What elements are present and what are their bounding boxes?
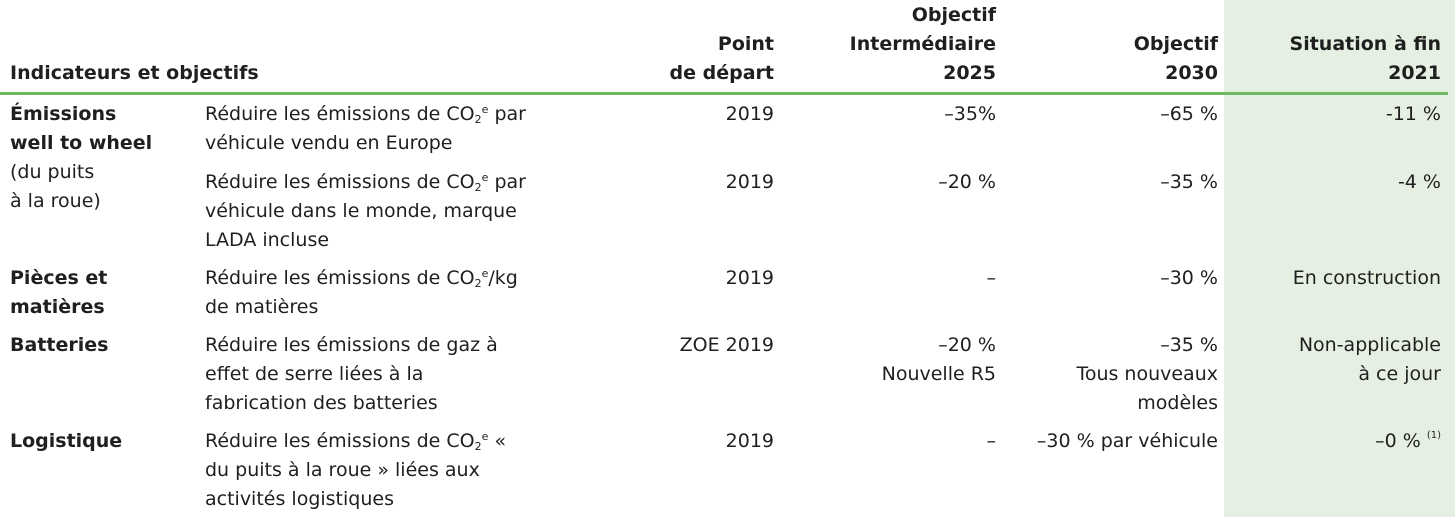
objective-description: Réduire les émissions de gaz à [205, 334, 498, 356]
objective-description: fabrication des batteries [205, 392, 438, 414]
category-label: Logistique [10, 430, 123, 452]
category-label: well to wheel [10, 132, 153, 154]
interim-target-note: Nouvelle R5 [881, 363, 996, 385]
start-value: 2019 [725, 103, 774, 125]
objective-description: Réduire les émissions de CO2e par [205, 171, 526, 194]
category-label: Batteries [10, 334, 109, 356]
interim-target: –35% [944, 103, 996, 125]
interim-target: –20 % [938, 171, 996, 193]
footnote-marker: (1) [1426, 430, 1441, 441]
header-situation-line1: Situation à fin [1289, 33, 1441, 55]
category-sublabel: (du puits [10, 161, 95, 183]
situation-2021: Non-applicable [1298, 334, 1441, 356]
situation-2021: -4 % [1397, 171, 1441, 193]
target-2030: –35 % [1160, 171, 1218, 193]
header-indicators: Indicateurs et objectifs [10, 62, 259, 84]
header-inter-line1: Objectif [911, 4, 996, 26]
header-obj-line2: 2030 [1165, 62, 1218, 84]
situation-2021: En construction [1292, 267, 1441, 289]
interim-target: – [986, 430, 997, 452]
category-label: Pièces et [10, 267, 108, 289]
objective-description: LADA incluse [205, 229, 330, 251]
start-value: ZOE 2019 [679, 334, 774, 356]
category-label: Émissions [10, 103, 117, 125]
objective-description: de matières [205, 296, 319, 318]
header-situation-line2: 2021 [1388, 62, 1441, 84]
interim-target: –20 % [938, 334, 996, 356]
objective-description: Réduire les émissions de CO2e « [205, 430, 507, 453]
start-value: 2019 [725, 430, 774, 452]
header-obj-line1: Objectif [1133, 33, 1218, 55]
interim-target: – [986, 267, 997, 289]
header-inter-line3: 2025 [943, 62, 996, 84]
situation-2021: –0 % (1) [1375, 430, 1441, 452]
category-sublabel: à la roue) [10, 190, 101, 212]
objective-description: du puits à la roue » liées aux [205, 459, 480, 481]
target-2030: –35 % [1160, 334, 1218, 356]
objective-description: effet de serre liées à la [205, 363, 424, 385]
situation-2021: -11 % [1385, 103, 1441, 125]
objective-description: activités logistiques [205, 488, 394, 510]
objective-description: véhicule vendu en Europe [205, 132, 453, 154]
category-label: matières [10, 296, 105, 318]
header-start-line1: Point [717, 33, 774, 55]
header-inter-line2: Intermédiaire [849, 33, 996, 55]
target-2030-note: Tous nouveaux [1076, 363, 1218, 385]
objective-description: Réduire les émissions de CO2e/kg [205, 267, 518, 290]
header-rule [0, 92, 1448, 95]
target-2030: –30 % par véhicule [1036, 430, 1218, 452]
header-start-line2: de départ [669, 62, 774, 84]
highlight-column [1224, 0, 1455, 517]
objective-description: véhicule dans le monde, marque [205, 200, 517, 222]
start-value: 2019 [725, 171, 774, 193]
objective-description: Réduire les émissions de CO2e par [205, 103, 526, 126]
target-2030: –65 % [1160, 103, 1218, 125]
situation-2021: à ce jour [1358, 363, 1441, 385]
target-2030: –30 % [1160, 267, 1218, 289]
target-2030-note: modèles [1137, 392, 1218, 414]
start-value: 2019 [725, 267, 774, 289]
